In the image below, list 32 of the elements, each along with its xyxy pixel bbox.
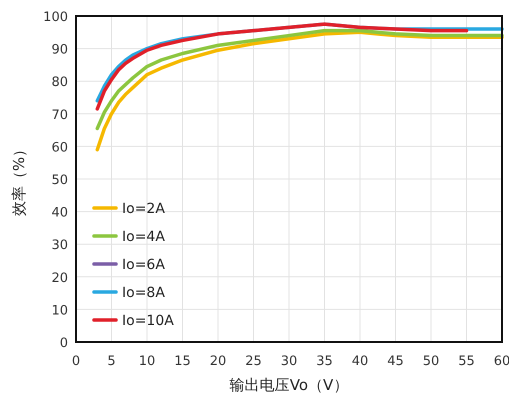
x-tick-label: 40: [352, 354, 368, 369]
y-tick-label: 100: [43, 10, 68, 25]
x-tick-label: 45: [387, 354, 404, 369]
legend-label: Io=8A: [122, 285, 166, 301]
y-tick-label: 20: [51, 270, 68, 286]
line-series: [96, 22, 468, 111]
x-tick-label: 30: [280, 354, 298, 369]
x-tick-label: 15: [174, 354, 191, 369]
line-series: [96, 28, 504, 130]
x-tick-label: 5: [107, 354, 116, 369]
y-tick-label: 50: [51, 173, 68, 188]
y-tick-label: 70: [51, 108, 68, 123]
x-tick-label: 0: [72, 354, 80, 369]
y-tick-label: 30: [51, 238, 68, 254]
y-tick-label: 40: [51, 206, 68, 221]
y-tick-label: 90: [51, 42, 68, 58]
x-tick-label: 55: [458, 354, 475, 369]
legend-label: Io=4A: [122, 229, 166, 245]
x-tick-label: 10: [138, 354, 156, 369]
legend-label: Io=6A: [122, 257, 166, 273]
legend-label: Io=2A: [122, 201, 166, 217]
x-axis-title: 输出电压Vo（V）: [230, 376, 348, 394]
y-axis-title: 效率（%）: [10, 142, 28, 216]
x-tick-label: 50: [422, 354, 440, 369]
y-tick-label: 60: [51, 140, 68, 156]
x-tick-label: 20: [210, 354, 226, 369]
x-tick-label: 25: [245, 354, 262, 369]
y-tick-label: 0: [60, 336, 68, 351]
y-tick-label: 10: [51, 303, 68, 318]
legend-label: Io=10A: [122, 313, 174, 329]
y-tick-label: 80: [51, 75, 68, 90]
x-tick-label: 35: [316, 354, 333, 369]
